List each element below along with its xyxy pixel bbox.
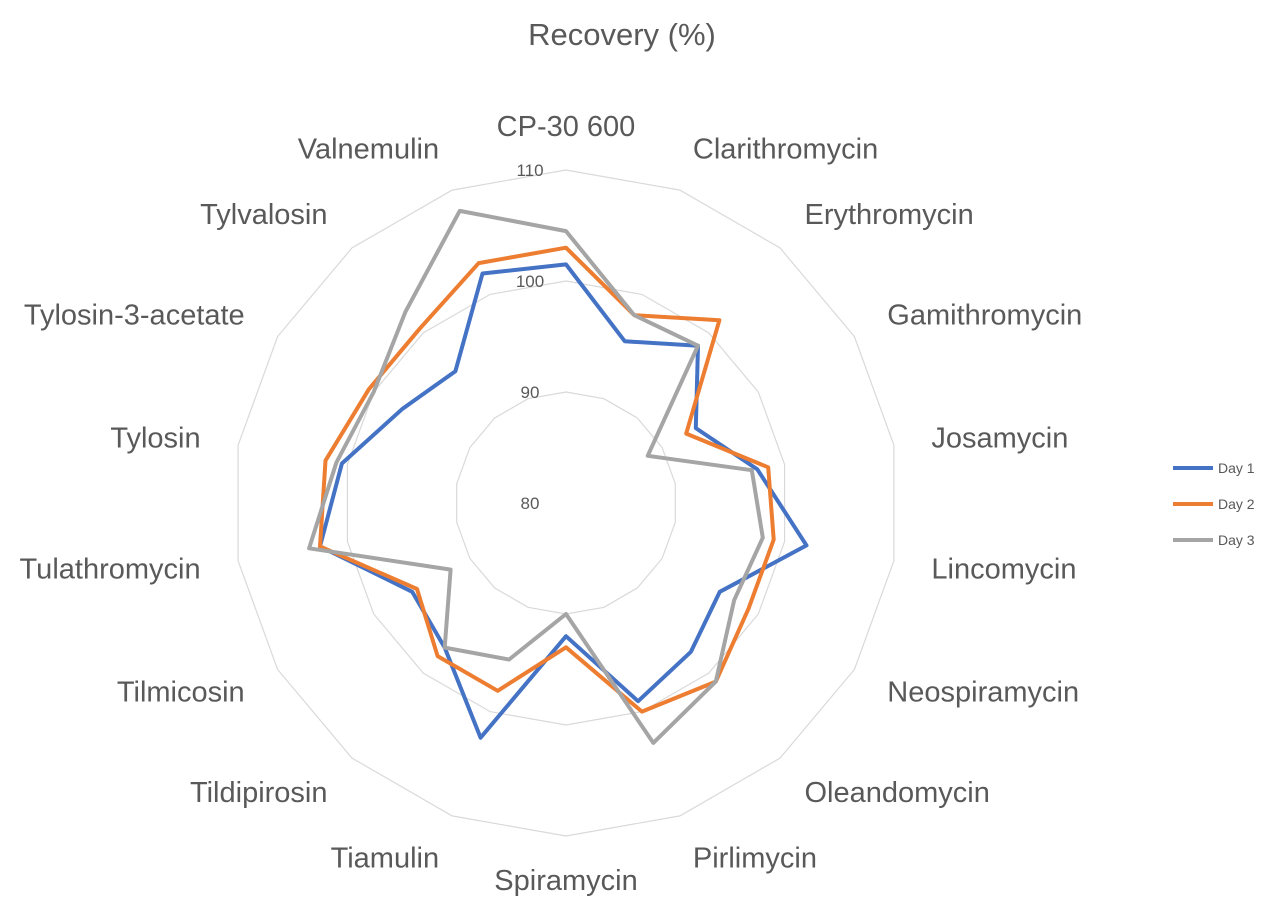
radial-axis-ticks: 80 90 100 110 [516,161,544,513]
category-label-3: Erythromycin [805,199,974,231]
legend-label-2: Day 2 [1218,496,1255,512]
legend: Day 1 Day 2 Day 3 [1173,460,1255,548]
category-label-16: Tylosin-3-acetate [24,300,245,332]
chart-title: Recovery (%) [528,17,716,52]
legend-label-3: Day 3 [1218,532,1255,548]
tick-label-3: 110 [516,161,543,180]
series-line-3 [307,208,765,745]
category-label-15: Tylosin [110,423,200,455]
radar-grid [237,169,895,837]
category-label-1: CP-30 600 [497,111,636,143]
category-label-9: Pirlimycin [693,842,817,874]
legend-label-1: Day 1 [1218,460,1255,476]
category-label-6: Lincomycin [931,554,1076,586]
category-label-7: Neospiramycin [887,677,1079,709]
category-label-11: Tiamulin [331,842,440,874]
category-labels: CP-30 600 Clarithromycin Erythromycin Gamit… [20,111,1083,897]
series-line-2 [318,245,776,714]
tick-label-0: 80 [521,494,540,513]
category-label-13: Tilmicosin [117,677,245,709]
grid-ring-1 [456,391,676,615]
category-label-2: Clarithromycin [693,134,878,166]
category-label-17: Tylvalosin [200,199,327,231]
tick-label-1: 90 [521,383,540,402]
category-label-8: Oleandomycin [805,777,990,809]
category-label-18: Valnemulin [298,134,439,166]
category-label-12: Tildipirosin [190,777,328,809]
category-label-14: Tulathromycin [20,554,201,586]
series-layer [307,208,809,745]
grid-ring-3 [237,169,895,837]
category-label-10: Spiramycin [494,865,637,897]
tick-label-2: 100 [516,272,544,291]
category-label-4: Gamithromycin [887,300,1082,332]
series-line-1 [318,262,809,740]
category-label-5: Josamycin [931,423,1068,455]
